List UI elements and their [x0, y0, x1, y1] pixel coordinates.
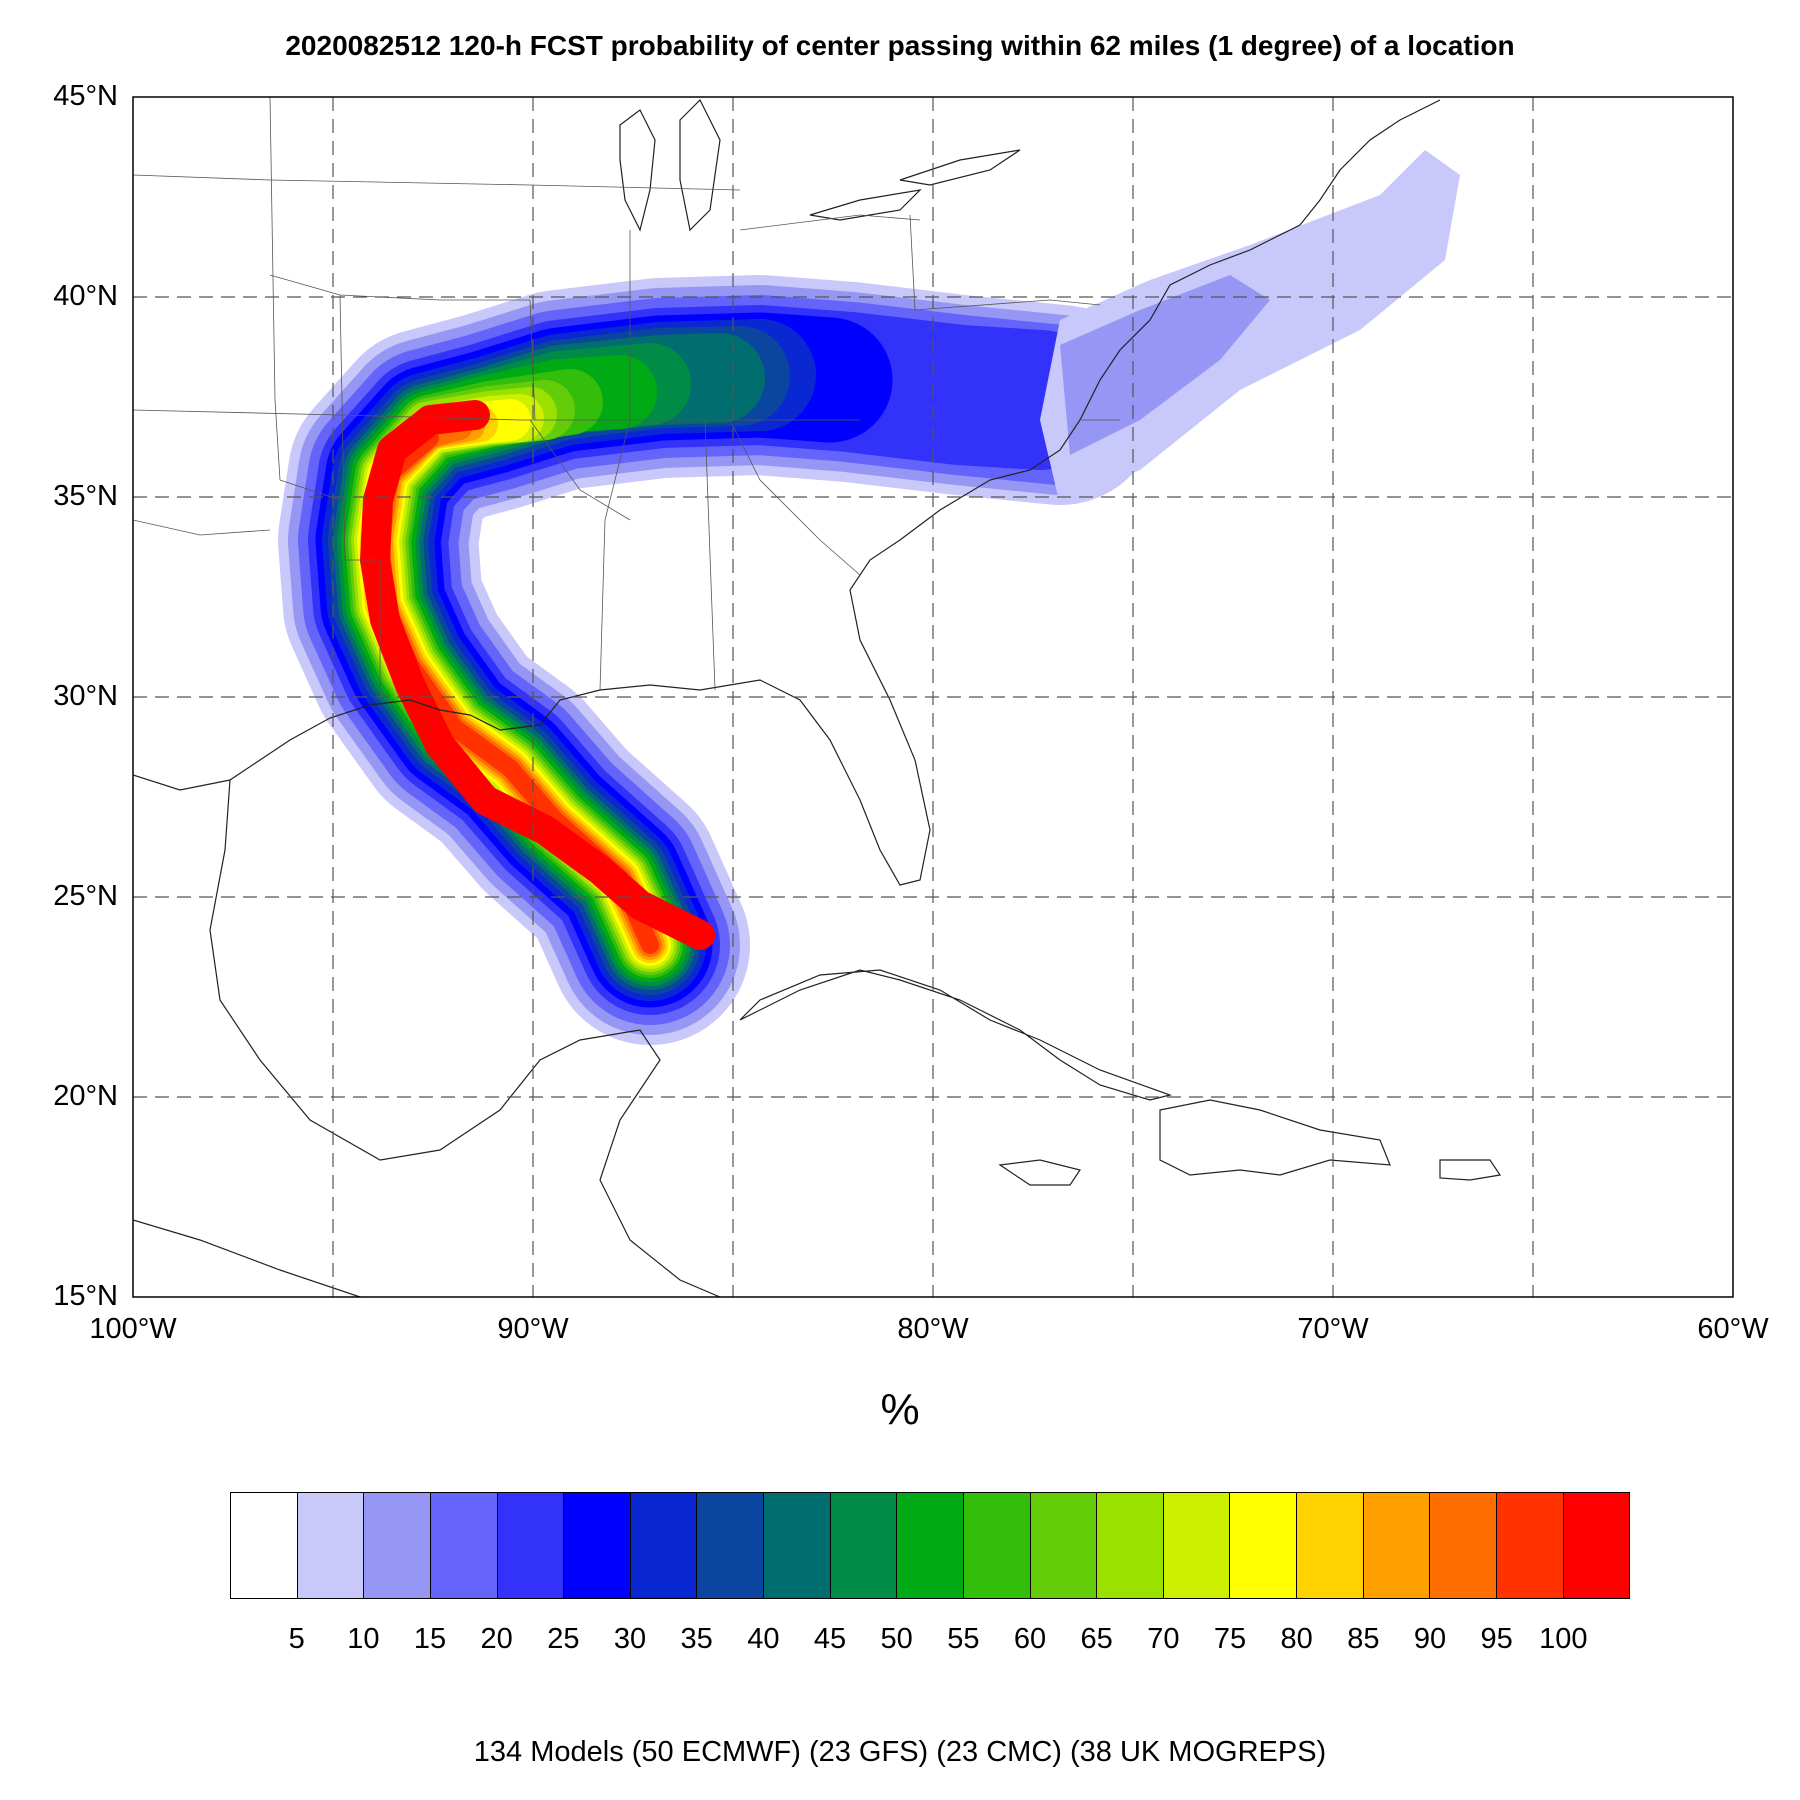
- colorbar-tick-label: 10: [347, 1623, 380, 1655]
- colorbar-box: [697, 1493, 764, 1598]
- colorbar-box: [297, 1493, 365, 1598]
- colorbar-box: [497, 1493, 565, 1598]
- lat-label-35n: 35°N: [53, 480, 118, 512]
- colorbar-box: [564, 1493, 631, 1598]
- colorbar-box: [830, 1493, 898, 1598]
- colorbar-tick-label: 20: [480, 1623, 513, 1655]
- lat-label-25n: 25°N: [53, 880, 118, 912]
- lat-label-20n: 20°N: [53, 1080, 118, 1112]
- lat-label-30n: 30°N: [53, 680, 118, 712]
- colorbar-tick-label: 25: [547, 1623, 580, 1655]
- colorbar-box: [364, 1493, 431, 1598]
- colorbar-box: [764, 1493, 831, 1598]
- map-title: 2020082512 120-h FCST probability of cen…: [285, 30, 1515, 61]
- colorbar-box: [1496, 1493, 1564, 1598]
- colorbar-box: [1297, 1493, 1364, 1598]
- colorbar-tick-label: 35: [680, 1623, 713, 1655]
- colorbar-tick-label: 45: [813, 1623, 847, 1655]
- lon-label-80w: 80°W: [897, 1313, 969, 1345]
- colorbar-tick-label: 60: [1013, 1623, 1047, 1655]
- colorbar-box: [1363, 1493, 1431, 1598]
- state-borders: [133, 97, 1120, 700]
- colorbar: [230, 1492, 1630, 1599]
- gridlines: [133, 97, 1733, 1297]
- lon-label-60w: 60°W: [1697, 1313, 1769, 1345]
- colorbar-box: [430, 1493, 498, 1598]
- colorbar-tick-label: 100: [1539, 1623, 1588, 1655]
- colorbar-box: [897, 1493, 964, 1598]
- swath-core: [360, 400, 715, 950]
- colorbar-box: [231, 1493, 298, 1598]
- colorbar-box: [1563, 1493, 1630, 1598]
- lon-label-70w: 70°W: [1297, 1313, 1369, 1345]
- colorbar-tick-label: 30: [613, 1623, 647, 1655]
- colorbar-tick-label: 70: [1147, 1623, 1180, 1655]
- colorbar-tick-label: 90: [1413, 1623, 1447, 1655]
- colorbar-box: [1430, 1493, 1497, 1598]
- colorbar-box: [963, 1493, 1031, 1598]
- colorbar-tick-label: 65: [1080, 1623, 1113, 1655]
- colorbar-unit-label: %: [880, 1385, 920, 1434]
- colorbar-tick-label: 5: [288, 1623, 305, 1655]
- colorbar-tick-label: 40: [747, 1623, 780, 1655]
- lat-label-40n: 40°N: [53, 280, 118, 312]
- colorbar-box: [1097, 1493, 1164, 1598]
- colorbar-box: [1030, 1493, 1098, 1598]
- colorbar-tick-label: 95: [1480, 1623, 1513, 1655]
- lon-label-90w: 90°W: [497, 1313, 569, 1345]
- colorbar-tick-label: 55: [947, 1623, 980, 1655]
- swath-ne-inner: [1060, 275, 1270, 455]
- colorbar-tick-label: 15: [413, 1623, 447, 1655]
- lat-label-45n: 45°N: [53, 80, 118, 112]
- colorbar-tick-label: 75: [1213, 1623, 1247, 1655]
- colorbar-tick-label: 80: [1280, 1623, 1313, 1655]
- lon-label-100w: 100°W: [89, 1313, 177, 1345]
- colorbar-tick-label: 85: [1347, 1623, 1380, 1655]
- plot-frame: [132, 96, 1734, 1298]
- colorbar-box: [630, 1493, 698, 1598]
- colorbar-box: [1163, 1493, 1231, 1598]
- colorbar-box: [1230, 1493, 1297, 1598]
- coastlines: [133, 98, 1502, 1297]
- swath-main: [278, 275, 1160, 1045]
- model-count-footer: 134 Models (50 ECMWF) (23 GFS) (23 CMC) …: [473, 1736, 1327, 1768]
- probability-swath: [278, 150, 1460, 1045]
- colorbar-tick-label: 50: [880, 1623, 913, 1655]
- lat-label-15n: 15°N: [53, 1280, 118, 1312]
